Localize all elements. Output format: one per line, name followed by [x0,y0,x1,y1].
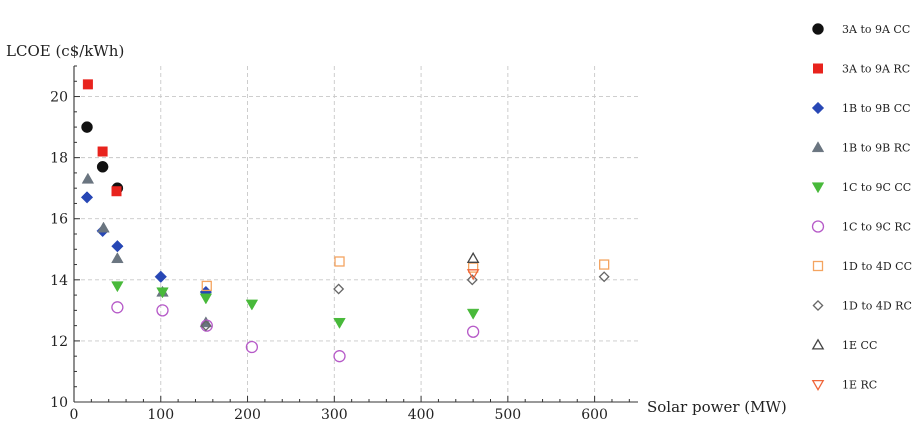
data-point [466,251,480,263]
legend-label: 1D to 4D RC [842,300,912,313]
y-tick-label: 18 [50,151,68,167]
axis-ticks: 0 100 200 300 400 500 600 10 12 14 16 18 20 [50,65,630,423]
x-tick-label: 200 [234,407,261,423]
data-point [111,240,124,253]
legend-marker [811,338,825,350]
series-10 [466,269,480,281]
legend-item: 3A to 9A RC [813,63,910,76]
y-tick-label: 10 [50,395,68,411]
legend-marker [812,260,824,272]
data-point [467,262,479,273]
data-point [466,308,480,320]
x-tick-label: 300 [321,407,348,423]
legend-item: 1D to 4D RC [812,299,912,313]
data-point [154,270,167,283]
legend-label: 1E CC [842,339,877,352]
legend: 3A to 9A CC 3A to 9A RC 1B to 9B CC 1B to 9… [811,23,912,392]
data-point [245,299,259,311]
legend-item: 1C to 9C RC [811,220,911,234]
legend-label: 1C to 9C RC [842,221,911,234]
legend-item: 1E RC [811,379,877,392]
legend-marker [813,63,823,74]
x-tick-label: 500 [494,407,521,423]
series-5 [111,281,480,329]
data-point [201,280,212,292]
data-point [97,146,108,157]
data-points [80,79,610,363]
legend-marker [811,379,825,392]
y-tick-label: 12 [50,334,68,350]
legend-marker [812,23,824,35]
series-9 [466,251,480,263]
data-point [80,191,94,204]
series-4 [81,172,213,328]
data-point [333,283,345,295]
data-point [97,221,110,233]
legend-marker [811,101,825,115]
legend-item: 1B to 9B RC [811,141,910,155]
data-point [466,269,480,281]
x-tick-label: 0 [70,407,79,423]
x-tick-label: 600 [581,407,608,423]
data-point [200,320,212,332]
data-point [334,256,345,267]
data-point [81,121,93,133]
legend-marker [811,220,825,233]
x-tick-label: 400 [408,407,435,423]
data-point [111,252,124,264]
series-3 [80,191,213,299]
legend-item: 3A to 9A CC [812,23,910,36]
axes [73,66,638,403]
legend-item: 1C to 9C CC [811,181,911,194]
legend-label: 1D to 4D CC [842,260,912,273]
data-point [199,293,213,305]
legend-label: 1C to 9C CC [842,181,911,194]
gridlines [74,66,638,402]
data-point [82,79,93,90]
y-tick-label: 20 [50,90,68,106]
data-point [111,281,124,293]
legend-label: 1E RC [842,379,877,392]
legend-marker [812,299,824,312]
y-tick-label: 14 [50,273,68,289]
legend-label: 1B to 9B RC [842,142,910,155]
y-axis-label: LCOE (c$/kWh) [6,42,124,60]
legend-item: 1B to 9B CC [811,101,911,115]
series-7 [201,256,610,292]
data-point [333,350,346,363]
series-8 [200,271,610,332]
data-point [111,301,124,314]
legend-item: 1D to 4D CC [812,260,912,273]
legend-label: 3A to 9A CC [842,23,910,36]
data-point [599,259,610,270]
data-point [598,271,610,283]
data-point [466,325,480,338]
data-point [156,287,169,299]
legend-label: 3A to 9A RC [842,63,910,76]
data-point [81,172,95,184]
x-tick-label: 100 [147,407,174,423]
legend-marker [811,141,825,153]
data-point [96,161,109,173]
legend-label: 1B to 9B CC [842,102,911,115]
data-point [466,274,478,286]
data-point [111,186,122,197]
series-6 [111,301,480,363]
data-point [245,340,259,354]
series-2 [82,79,122,197]
legend-marker [811,182,825,194]
x-axis-label: Solar power (MW) [647,398,787,416]
data-point [156,304,169,317]
data-point [333,317,346,329]
y-tick-label: 16 [50,212,68,228]
legend-item: 1E CC [811,338,877,352]
